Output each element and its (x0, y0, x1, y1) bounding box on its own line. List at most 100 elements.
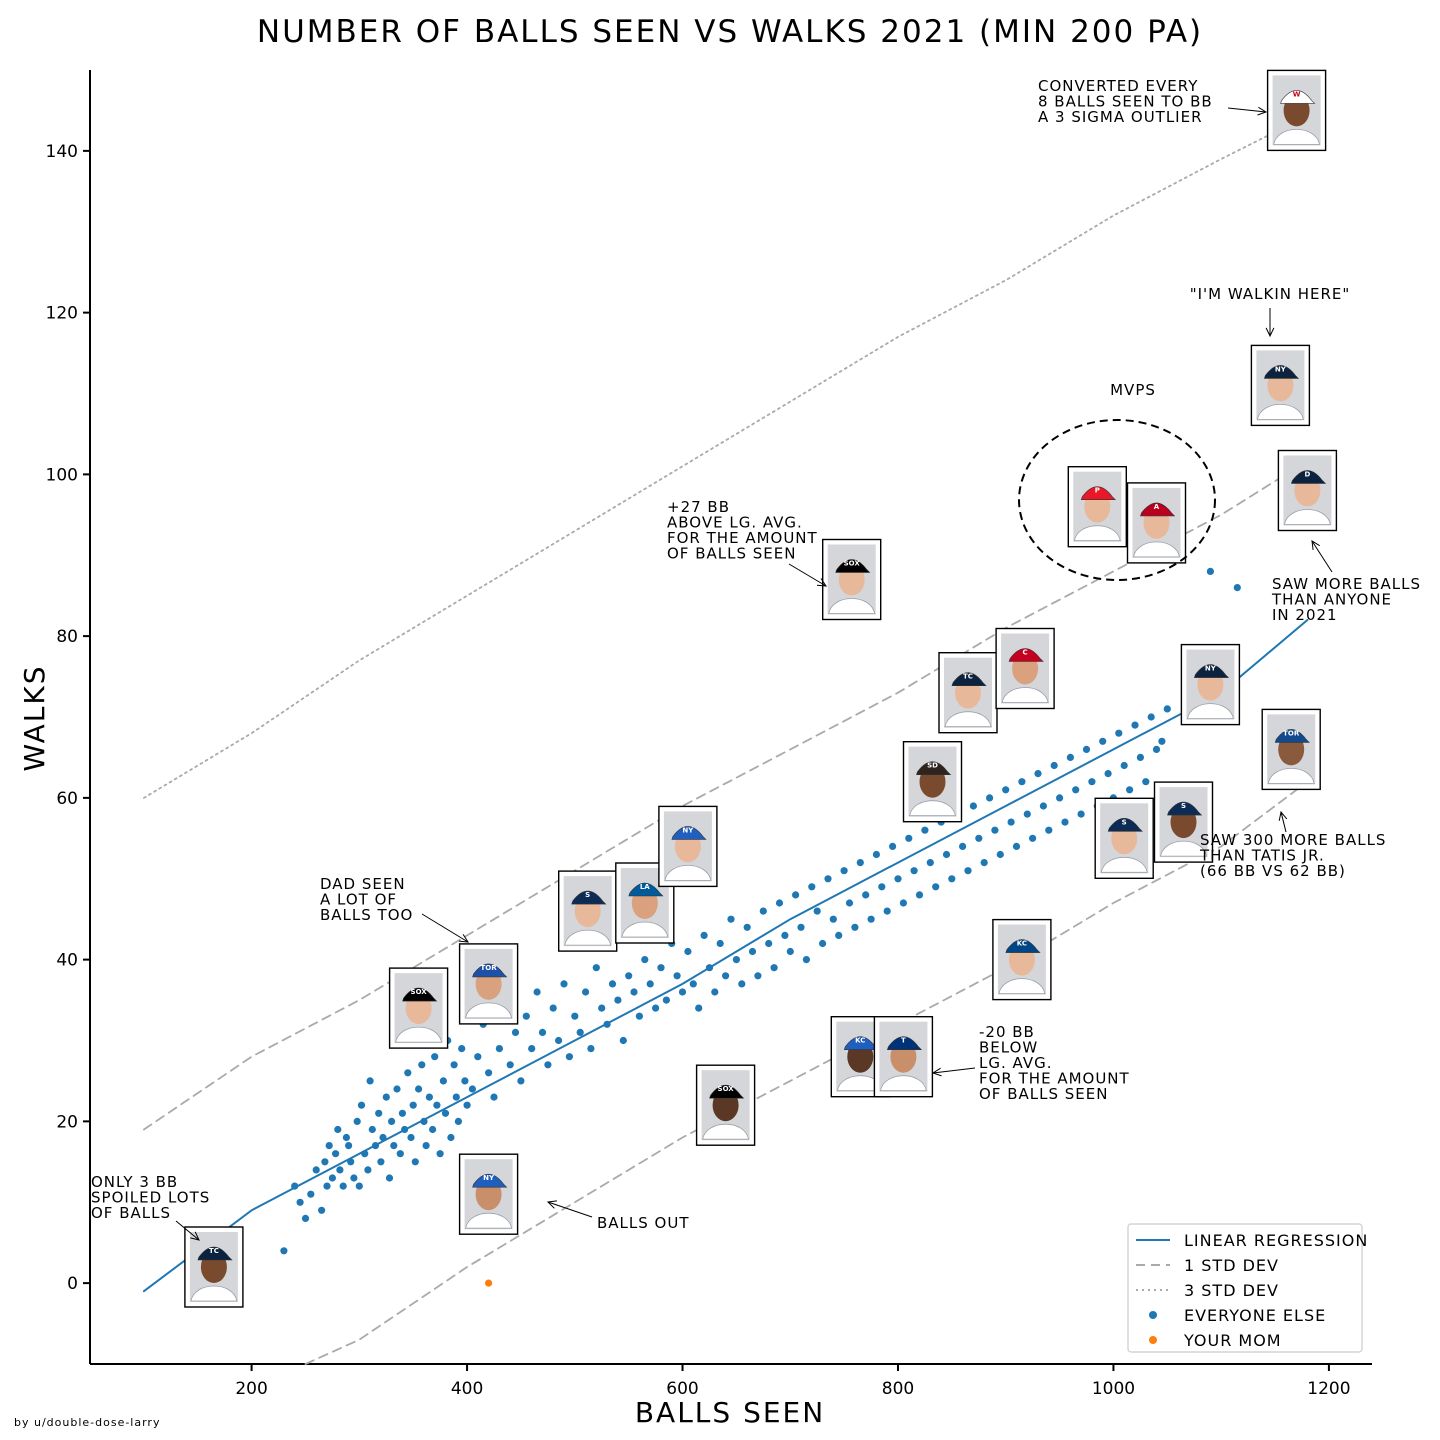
cap-icon (472, 963, 508, 978)
data-point (347, 1158, 355, 1166)
player-card: NY (458, 1153, 519, 1235)
legend-label: 1 STD DEV (1184, 1256, 1279, 1275)
cap-icon (835, 559, 871, 573)
data-point (571, 1012, 579, 1020)
data-point (1099, 737, 1107, 745)
your-mom-point (485, 1279, 493, 1287)
data-point (867, 915, 875, 923)
cap-icon (1080, 486, 1117, 501)
data-point (407, 1133, 415, 1142)
data-point (899, 899, 908, 907)
data-point (318, 1206, 326, 1214)
data-point (398, 1109, 406, 1117)
cap-logo: S (585, 891, 590, 899)
cap-icon (1263, 365, 1300, 379)
legend-label: EVERYONE ELSE (1184, 1306, 1326, 1325)
data-point (1163, 705, 1171, 713)
annotation-text: THAN ANYONE (1271, 591, 1392, 609)
annotation-arrow (788, 563, 827, 587)
data-point (582, 988, 590, 996)
jersey (1001, 687, 1049, 703)
data-point (587, 1045, 595, 1053)
data-point (490, 1093, 498, 1101)
annotation-text: 8 BALLS SEEN TO BB (1038, 93, 1213, 111)
data-point (797, 923, 805, 931)
data-point (379, 1133, 387, 1142)
annotation-arrowhead (1311, 540, 1320, 550)
annotation-arrowhead (931, 1067, 942, 1077)
annotation-text: DAD SEEN (320, 875, 406, 893)
legend-label: 3 STD DEV (1184, 1281, 1279, 1300)
x-tick-label: 1000 (1092, 1379, 1135, 1399)
data-point (1066, 753, 1074, 762)
data-point (969, 802, 978, 810)
data-point (422, 1142, 430, 1150)
player-card: P (1067, 466, 1128, 548)
annotation-text: THAN TATIS JR. (1199, 847, 1325, 865)
cap-icon (402, 987, 438, 1002)
cap-icon (472, 1173, 508, 1188)
data-point (1007, 818, 1015, 826)
jersey (1100, 857, 1148, 873)
data-point (538, 1028, 547, 1036)
y-tick-label: 80 (56, 627, 78, 647)
cap-logo: LA (640, 883, 650, 891)
cap-icon (1140, 502, 1176, 517)
data-point (835, 931, 843, 940)
data-point (415, 1085, 423, 1093)
data-point (792, 891, 800, 899)
y-tick-label: 100 (46, 465, 78, 485)
jersey (1256, 404, 1304, 420)
data-point (743, 923, 751, 931)
data-point (1233, 584, 1241, 592)
data-point (991, 826, 999, 834)
player-card: NY (1180, 643, 1241, 726)
data-point (382, 1093, 390, 1101)
data-point (377, 1158, 385, 1166)
jersey (1273, 129, 1321, 145)
cap-logo: S (1181, 802, 1186, 810)
annotation-text: SAW MORE BALLS (1272, 575, 1421, 593)
data-point (646, 980, 654, 988)
data-point (528, 1045, 536, 1053)
jersey (1133, 541, 1180, 558)
annotation-text: A LOT OF (320, 891, 397, 909)
data-point (332, 1150, 340, 1158)
jersey (395, 1026, 443, 1043)
data-point (652, 1004, 660, 1012)
data-point (689, 980, 697, 988)
data-point (1023, 810, 1031, 818)
jersey (664, 865, 712, 881)
data-point (555, 1036, 563, 1045)
series-line-3-std-dev (143, 125, 1287, 799)
data-point (889, 842, 897, 851)
data-point (323, 1182, 331, 1190)
data-point (910, 867, 918, 875)
data-point (905, 834, 913, 842)
data-point (1158, 737, 1166, 745)
data-point (932, 883, 940, 891)
data-point (334, 1125, 342, 1134)
legend-box (1127, 1223, 1363, 1353)
cap-logo: T (901, 1037, 906, 1045)
jersey (702, 1123, 750, 1140)
jersey (998, 978, 1046, 994)
annotation-text: (66 BB VS 62 BB) (1200, 862, 1346, 880)
cap-icon (197, 1246, 233, 1261)
y-tick-label: 40 (56, 951, 78, 971)
player-card: S (1094, 797, 1154, 879)
player-card: S (1153, 781, 1214, 863)
annotation-text: SPOILED LOTS (91, 1189, 210, 1207)
data-point (353, 1117, 361, 1125)
data-point (975, 834, 983, 842)
data-point (396, 1150, 404, 1158)
data-point (986, 794, 994, 802)
cap-icon (571, 890, 607, 905)
data-point (619, 1036, 627, 1045)
data-point (549, 1004, 557, 1012)
data-point (872, 850, 881, 859)
data-point (390, 1142, 398, 1150)
data-point (1072, 786, 1080, 794)
player-card: KC (992, 918, 1052, 1001)
